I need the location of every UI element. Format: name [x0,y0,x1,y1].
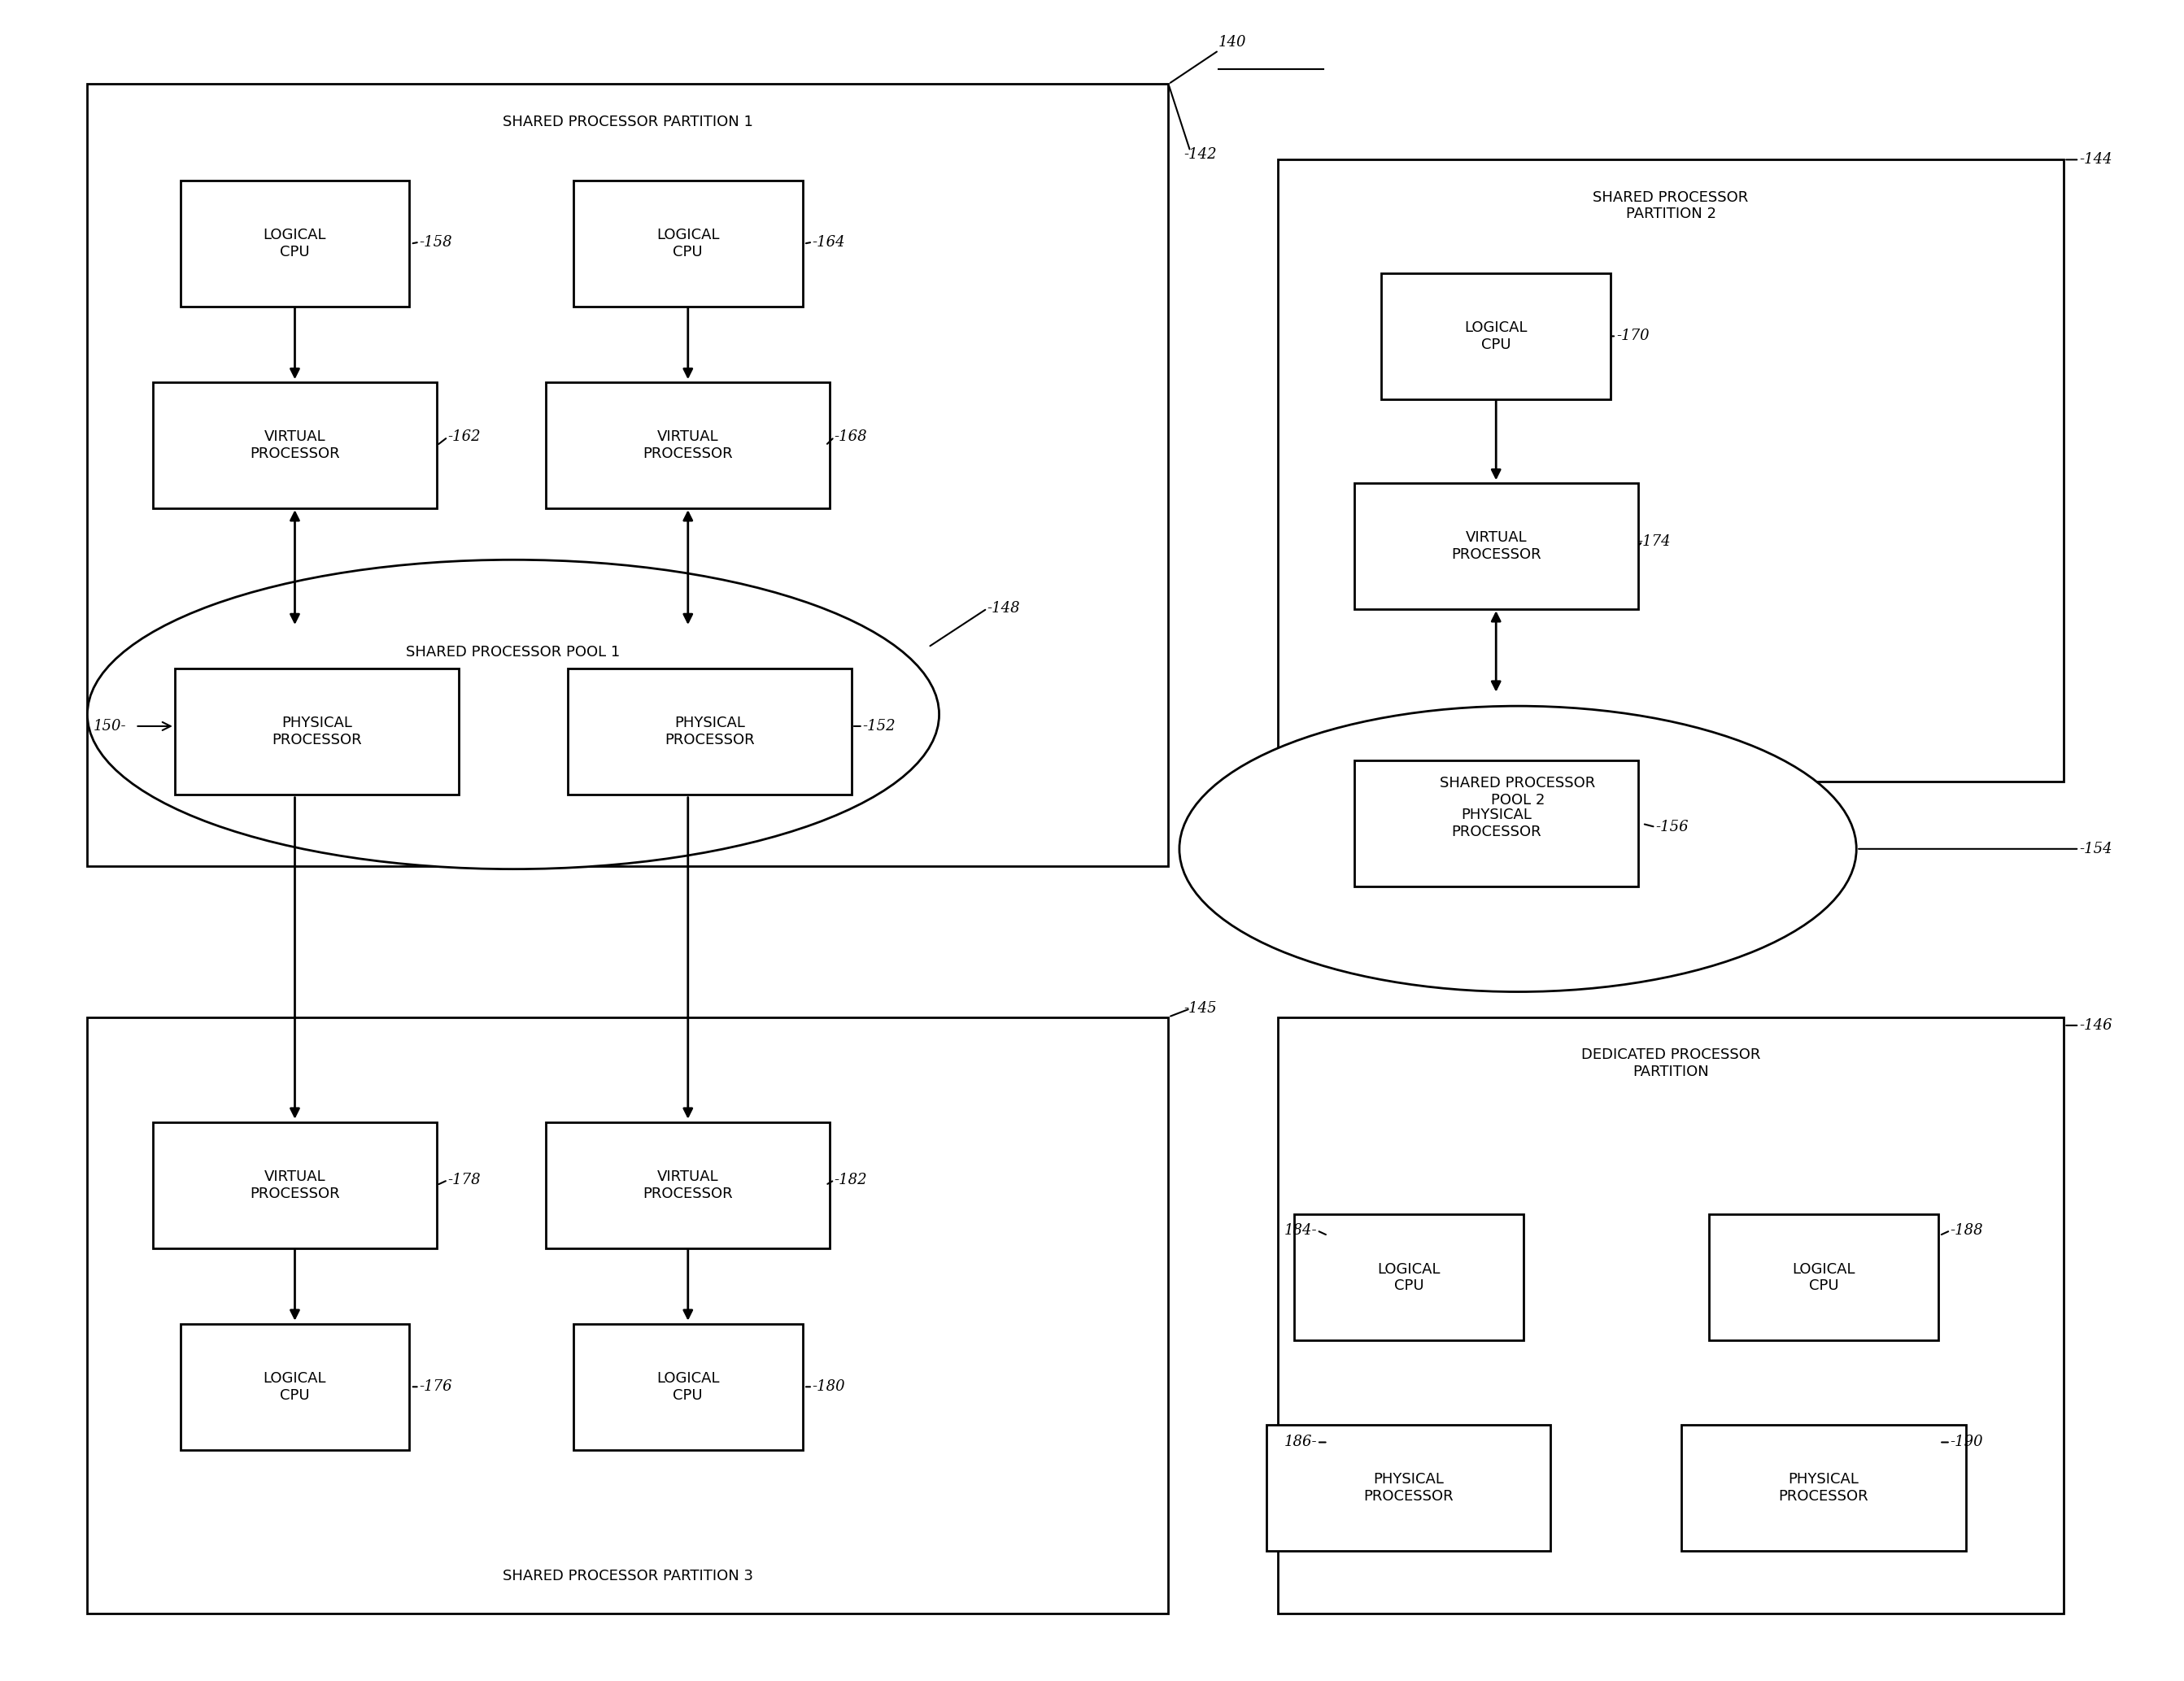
Bar [568,669,852,795]
Text: PHYSICAL
PROCESSOR: PHYSICAL PROCESSOR [271,716,363,746]
Text: DEDICATED PROCESSOR
PARTITION: DEDICATED PROCESSOR PARTITION [1581,1047,1760,1079]
Bar [87,1017,1168,1614]
Text: -180: -180 [812,1380,845,1394]
Bar [572,1325,804,1449]
Text: -168: -168 [834,430,867,444]
Bar [175,669,459,795]
Text: -178: -178 [448,1173,480,1187]
Text: -152: -152 [863,719,895,733]
Text: SHARED PROCESSOR POOL 1: SHARED PROCESSOR POOL 1 [406,646,620,661]
Bar [181,182,411,306]
Text: VIRTUAL
PROCESSOR: VIRTUAL PROCESSOR [642,1170,734,1200]
Bar [546,1123,830,1247]
Text: LOGICAL
CPU: LOGICAL CPU [657,229,719,259]
Text: -144: -144 [2079,153,2112,166]
Bar [1278,160,2064,782]
Ellipse shape [87,560,939,869]
Text: 150-: 150- [94,719,127,733]
Text: -154: -154 [2079,842,2112,856]
Text: VIRTUAL
PROCESSOR: VIRTUAL PROCESSOR [1450,531,1542,561]
Text: 140: 140 [1219,35,1247,49]
Text: LOGICAL
CPU: LOGICAL CPU [264,229,325,259]
Text: -164: -164 [812,235,845,249]
Text: LOGICAL
CPU: LOGICAL CPU [1465,321,1527,351]
Text: SHARED PROCESSOR PARTITION 3: SHARED PROCESSOR PARTITION 3 [502,1568,753,1584]
Bar [153,1123,437,1247]
Bar [153,383,437,508]
Text: -145: -145 [1184,1002,1216,1015]
Bar [87,84,1168,866]
Text: -188: -188 [1950,1224,1983,1237]
Text: LOGICAL
CPU: LOGICAL CPU [1793,1262,1854,1293]
Text: -176: -176 [419,1380,452,1394]
Text: VIRTUAL
PROCESSOR: VIRTUAL PROCESSOR [249,1170,341,1200]
Text: PHYSICAL
PROCESSOR: PHYSICAL PROCESSOR [1778,1473,1870,1503]
Text: -158: -158 [419,235,452,249]
Text: -148: -148 [987,602,1020,615]
Text: -146: -146 [2079,1019,2112,1032]
Bar [1278,1017,2064,1614]
Bar [1682,1424,1966,1550]
Text: SHARED PROCESSOR
POOL 2: SHARED PROCESSOR POOL 2 [1439,777,1597,807]
Bar [1267,1424,1551,1550]
Text: -170: -170 [1616,329,1649,343]
Bar [181,1325,411,1449]
Bar [1382,274,1612,398]
Bar [1354,484,1638,609]
Text: LOGICAL
CPU: LOGICAL CPU [1378,1262,1439,1293]
Ellipse shape [1179,706,1856,992]
Text: PHYSICAL
PROCESSOR: PHYSICAL PROCESSOR [664,716,756,746]
Text: SHARED PROCESSOR PARTITION 1: SHARED PROCESSOR PARTITION 1 [502,114,753,129]
Text: -174: -174 [1638,535,1671,548]
Text: -162: -162 [448,430,480,444]
Text: -156: -156 [1655,820,1688,834]
Text: -182: -182 [834,1173,867,1187]
Bar [572,182,804,306]
Text: VIRTUAL
PROCESSOR: VIRTUAL PROCESSOR [249,430,341,461]
Text: PHYSICAL
PROCESSOR: PHYSICAL PROCESSOR [1363,1473,1455,1503]
Text: -142: -142 [1184,148,1216,161]
Text: 186-: 186- [1284,1436,1317,1449]
Text: SHARED PROCESSOR
PARTITION 2: SHARED PROCESSOR PARTITION 2 [1592,190,1749,222]
Bar [546,383,830,508]
Text: 184-: 184- [1284,1224,1317,1237]
Text: PHYSICAL
PROCESSOR: PHYSICAL PROCESSOR [1450,809,1542,839]
Text: LOGICAL
CPU: LOGICAL CPU [657,1372,719,1402]
Text: VIRTUAL
PROCESSOR: VIRTUAL PROCESSOR [642,430,734,461]
Text: -190: -190 [1950,1436,1983,1449]
Text: LOGICAL
CPU: LOGICAL CPU [264,1372,325,1402]
Bar [1708,1214,1939,1341]
Bar [1293,1214,1524,1341]
Bar [1354,761,1638,888]
